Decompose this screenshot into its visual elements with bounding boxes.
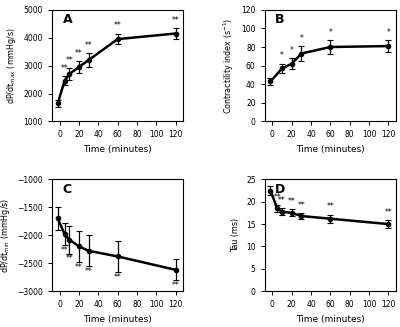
Text: **: ** [298,200,305,210]
Text: *: * [328,28,332,37]
Y-axis label: dP/dt$_{min}$ (mmHg/s): dP/dt$_{min}$ (mmHg/s) [0,198,12,273]
X-axis label: Time (minutes): Time (minutes) [83,145,152,154]
Text: **: ** [172,281,180,290]
Text: **: ** [278,196,286,205]
Text: **: ** [61,64,68,73]
Text: *: * [280,51,284,60]
Text: *: * [386,28,390,37]
X-axis label: Time (minutes): Time (minutes) [296,315,365,324]
Text: C: C [62,183,72,196]
Text: **: ** [288,197,296,206]
Text: **: ** [75,49,83,58]
Y-axis label: Tau (ms): Tau (ms) [232,218,240,252]
Y-axis label: dP/dt$_{max}$ (mmHg/s): dP/dt$_{max}$ (mmHg/s) [5,27,18,104]
Y-axis label: Contractility index (s$^{-1}$): Contractility index (s$^{-1}$) [221,17,236,114]
Text: D: D [275,183,286,196]
Text: *: * [300,34,303,43]
Text: **: ** [61,246,68,255]
Text: **: ** [114,22,122,30]
Text: **: ** [114,273,122,282]
Text: **: ** [326,202,334,211]
Text: **: ** [85,267,92,276]
Text: A: A [62,13,72,26]
Text: **: ** [273,193,281,202]
Text: **: ** [66,254,73,263]
X-axis label: Time (minutes): Time (minutes) [296,145,365,154]
Text: B: B [275,13,285,26]
Text: **: ** [75,263,83,271]
Text: **: ** [85,41,92,50]
Text: *: * [290,46,294,55]
Text: **: ** [172,16,180,25]
Text: **: ** [384,208,392,217]
X-axis label: Time (minutes): Time (minutes) [83,315,152,324]
Text: **: ** [66,56,73,65]
